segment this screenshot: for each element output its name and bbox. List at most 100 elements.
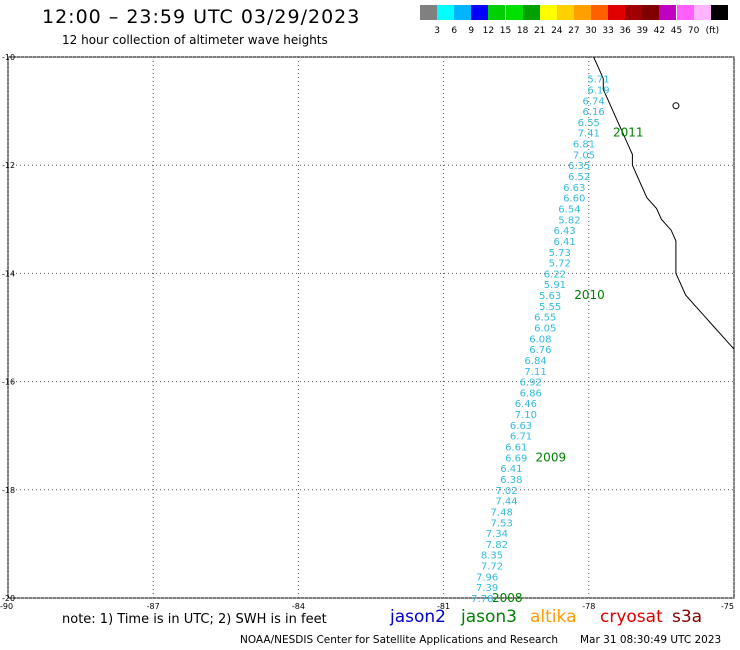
wave-height-value: 6.16 (583, 107, 605, 118)
color-swatch (591, 5, 608, 20)
wave-height-value: 6.74 (583, 96, 605, 107)
color-scale-label: 18 (516, 26, 529, 36)
color-scale-label: 36 (619, 26, 631, 36)
longitude-label: -87 (147, 602, 160, 611)
color-swatch (420, 5, 437, 20)
color-scale-unit: (ft) (705, 26, 720, 36)
time-label: 2009 (536, 450, 567, 464)
wave-height-value: 6.43 (553, 226, 575, 237)
satellite-legend-item: cryosat (600, 607, 663, 627)
wave-height-value: 7.53 (491, 518, 513, 529)
wave-height-value: 6.63 (510, 421, 532, 432)
wave-height-value: 6.86 (520, 388, 542, 399)
latitude-label: -14 (2, 269, 15, 278)
longitude-label: -81 (437, 602, 450, 611)
color-swatch (659, 5, 677, 20)
wave-height-value: 6.55 (534, 313, 556, 324)
color-swatch (676, 5, 694, 20)
wave-height-value: 6.69 (505, 453, 527, 464)
coastline (593, 56, 735, 350)
wave-height-value: 6.55 (578, 118, 600, 129)
color-swatch (471, 5, 489, 20)
satellite-legend-item: altika (530, 607, 577, 627)
wave-height-value: 6.63 (563, 183, 585, 194)
wave-height-value: 6.46 (515, 399, 537, 410)
wave-height-value: 7.72 (481, 562, 503, 573)
wave-height-value: 6.05 (534, 324, 556, 335)
time-label: 2010 (574, 288, 605, 302)
color-scale-label: 24 (551, 26, 563, 36)
color-scale-label: 12 (482, 26, 495, 36)
page-title: 12:00 – 23:59 UTC 03/29/2023 (42, 6, 361, 28)
wave-height-value: 6.92 (520, 378, 542, 389)
color-scale-label: 27 (568, 26, 580, 36)
wave-height-value: 5.55 (539, 302, 561, 313)
color-swatch (693, 5, 711, 20)
color-scale-label: 70 (687, 26, 700, 36)
wave-height-value: 5.82 (558, 215, 580, 226)
color-scale-label: 9 (468, 26, 475, 36)
wave-height-value: 6.19 (587, 85, 609, 96)
color-scale-label: 39 (636, 26, 649, 36)
color-swatch (522, 5, 540, 20)
wave-height-value: 7.82 (486, 540, 508, 551)
color-swatch (625, 5, 643, 20)
timestamp: Mar 31 08:30:49 UTC 2023 (580, 634, 722, 646)
color-scale-label: 21 (533, 26, 546, 36)
wave-height-value: 6.71 (510, 432, 532, 443)
wave-height-value: 7.10 (515, 410, 537, 421)
wave-height-value: 7.11 (524, 367, 546, 378)
latitude-label: -18 (2, 486, 15, 495)
wave-height-value: 6.61 (505, 443, 527, 454)
wave-height-value: 5.63 (539, 291, 561, 302)
longitude-label: -84 (292, 602, 305, 611)
wave-height-value: 7.44 (495, 497, 517, 508)
color-swatch (710, 5, 728, 20)
units-note: note: 1) Time is in UTC; 2) SWH is in fe… (62, 612, 327, 627)
satellite-legend-item: jason2 (390, 607, 446, 627)
wave-height-value: 5.71 (587, 75, 609, 86)
wave-height-value: 5.72 (549, 259, 571, 270)
satellite-legend-item: s3a (672, 607, 703, 627)
color-swatch (488, 5, 506, 20)
time-label: 2011 (613, 126, 644, 140)
wave-height-value: 7.02 (495, 486, 517, 497)
wave-height-value: 7.48 (491, 507, 513, 518)
wave-height-value: 6.60 (563, 194, 585, 205)
island (672, 102, 680, 110)
wave-height-value: 5.91 (544, 280, 566, 291)
satellite-legend-item: jason3 (461, 607, 517, 627)
color-scale-label: 45 (670, 26, 683, 36)
wave-height-value: 7.34 (486, 529, 508, 540)
wave-height-value: 7.78 (471, 594, 493, 605)
wave-height-value: 7.39 (476, 583, 498, 594)
wave-height-value: 6.52 (568, 172, 590, 183)
longitude-label: -75 (721, 602, 734, 611)
color-scale-label: 6 (451, 26, 458, 36)
wave-height-value: 5.73 (549, 248, 571, 259)
wave-height-value: 6.54 (558, 204, 580, 215)
page-subtitle: 12 hour collection of altimeter wave hei… (62, 33, 328, 47)
latitude-label: -12 (2, 161, 15, 170)
map-frame (7, 56, 735, 599)
wave-height-value: 7.41 (578, 129, 600, 140)
color-scale-label: 30 (585, 26, 597, 36)
wave-height-value: 6.81 (573, 140, 595, 151)
color-swatch (539, 5, 557, 20)
color-swatch (608, 5, 626, 20)
wave-height-value: 6.41 (500, 464, 522, 475)
color-scale-label: 42 (653, 26, 666, 36)
latitude-label: -16 (2, 378, 15, 387)
credit-text: NOAA/NESDIS Center for Satellite Applica… (240, 634, 558, 646)
color-swatch (505, 5, 523, 20)
latitude-label: -20 (2, 594, 15, 603)
wave-height-value: 6.35 (568, 161, 590, 172)
wave-height-value: 6.38 (500, 475, 522, 486)
wave-height-value: 6.08 (529, 334, 551, 345)
longitude-label: -90 (0, 602, 13, 611)
longitude-label: -78 (582, 602, 595, 611)
wave-height-value: 6.41 (553, 237, 575, 248)
time-label: 2008 (492, 591, 523, 605)
wave-height-value: 7.96 (476, 572, 498, 583)
